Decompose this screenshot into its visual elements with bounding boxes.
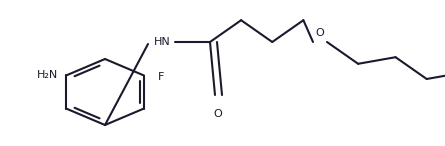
Text: F: F	[158, 73, 164, 82]
Text: H₂N: H₂N	[37, 71, 58, 80]
Text: O: O	[316, 28, 324, 38]
Text: O: O	[214, 109, 222, 119]
Text: HN: HN	[154, 37, 170, 47]
